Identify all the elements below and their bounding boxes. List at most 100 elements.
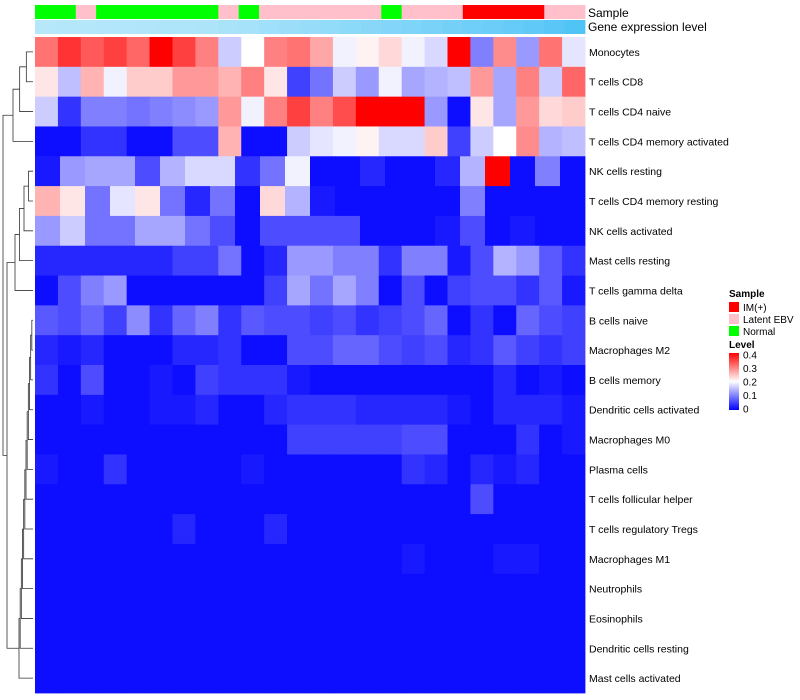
heatmap-cell [149,633,173,664]
heatmap-cell [539,126,563,157]
heatmap-cell [35,603,59,634]
heatmap-cell [35,156,61,187]
legend-level-ticks: 0.4 0.3 0.2 0.1 0 [743,351,757,416]
heatmap-cell [57,573,82,604]
heatmap-cell [401,543,425,575]
heatmap-cell [493,275,517,306]
heatmap-cell [35,573,59,604]
heatmap-cell [57,484,82,515]
heatmap-cell [172,66,196,98]
heatmap-cell [241,543,265,575]
heatmap-cell [264,335,288,366]
dendrogram-link [31,319,33,351]
heatmap-cell [195,663,219,694]
dendrogram-link [19,66,33,112]
heatmap-cell [410,186,436,217]
row-label: Dendritic cells resting [589,643,689,655]
heatmap-cell [355,394,380,426]
legend-level-tick: 0 [743,405,749,416]
heatmap-cell [378,573,403,604]
heatmap-cell [287,603,311,634]
sample-annotation-cell [544,5,566,19]
heatmap-cell [218,66,242,98]
heatmap-cell [401,633,425,664]
gene-expression-annotation-cell [401,20,423,34]
gene-expression-annotation-cell [503,20,525,34]
heatmap-cell [539,66,563,98]
heatmap-cell [332,603,357,634]
heatmap-cell [195,543,219,575]
dendrogram-link [27,383,33,440]
heatmap-cell [378,126,403,157]
heatmap-cell [535,215,561,247]
heatmap-cell [264,37,288,68]
heatmap-cell [516,603,540,634]
heatmap-cell [516,394,540,426]
heatmap-cell [287,573,311,604]
heatmap-cell [135,156,161,187]
heatmap-cell [493,633,517,664]
heatmap-cell [80,543,105,575]
gene-expression-annotation-cell [564,20,586,34]
heatmap-cell [241,335,265,366]
heatmap-cell [493,603,517,634]
heatmap-cell [447,245,471,276]
gene-expression-annotation-cell [320,20,341,34]
heatmap-cell [562,663,586,694]
heatmap-cell [539,543,563,575]
heatmap-cell [57,126,82,157]
heatmap-cell [424,514,448,545]
sample-annotation-cell [136,5,158,19]
heatmap-cell [172,573,196,604]
heatmap-cell [470,394,494,426]
heatmap-cell [424,37,448,68]
heatmap-cell [218,543,242,575]
heatmap-cell [35,126,59,157]
legend-level-tick: 0.3 [743,364,757,375]
heatmap-cell [447,394,471,426]
heatmap-cell [562,543,586,575]
heatmap-cell [241,126,265,157]
heatmap-cell [149,514,173,545]
heatmap-cell [447,305,471,336]
heatmap-cell [126,633,150,664]
heatmap-cell [310,245,334,276]
heatmap-cell [195,514,219,545]
heatmap-cell [264,603,288,634]
heatmap-cell [447,663,471,694]
heatmap-cell [80,365,105,396]
heatmap-cell [287,394,311,426]
heatmap-cell [287,484,311,515]
dendrogram-link [19,588,33,649]
heatmap-cell [57,245,82,276]
legend-sample-title: Sample [729,289,765,300]
row-label: T cells regulatory Tregs [589,524,698,536]
heatmap-cell [447,454,471,485]
row-label: Macrophages M2 [589,345,670,357]
heatmap-cell [241,37,265,68]
heatmap-cell [218,275,242,306]
heatmap-cell [493,365,517,396]
heatmap-cell [332,365,357,396]
heatmap-cell [135,186,161,217]
heatmap-cell [287,633,311,664]
heatmap-cell [135,215,161,247]
heatmap-cell [160,156,186,187]
sample-annotation-cell [55,5,77,19]
sample-annotation-cell [442,5,464,19]
heatmap-cell [35,96,59,127]
heatmap-cell [241,484,265,515]
heatmap-cell [264,543,288,575]
heatmap-cell [126,126,150,157]
heatmap-cell [195,394,219,426]
heatmap-cell [447,66,471,98]
heatmap-cell [218,454,242,485]
heatmap-cell [493,37,517,68]
heatmap-cell [310,454,334,485]
heatmap-cell [310,633,334,664]
sample-annotation-cell [401,5,423,19]
heatmap-cell [562,514,586,545]
legend-level-colorbar [729,353,739,410]
sample-annotation-cell [177,5,199,19]
heatmap-cell [470,66,494,98]
